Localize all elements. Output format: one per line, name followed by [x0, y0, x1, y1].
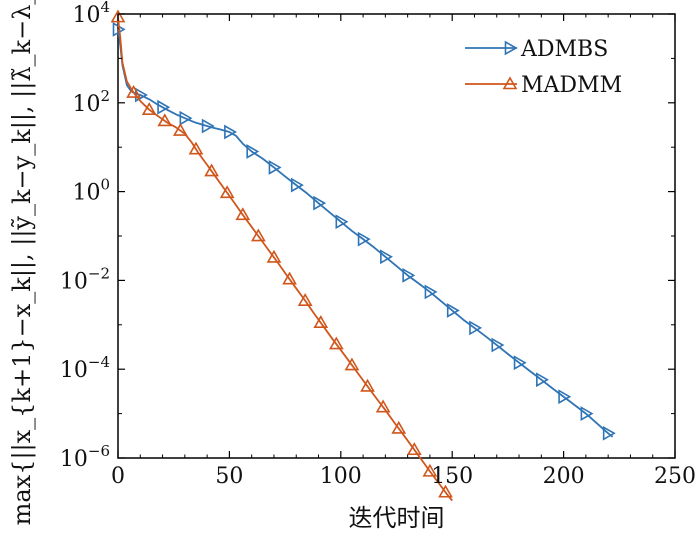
marker-admbs	[580, 406, 594, 421]
x-tick-label: 50	[215, 464, 243, 489]
x-tick-label: 100	[320, 464, 362, 489]
marker-madmm	[391, 420, 407, 434]
marker-admbs	[290, 177, 304, 193]
y-axis-label: max{||x_{k+1}−x_k||, ||ỹ_k−y_k||, ||λ̃_k…	[8, 0, 37, 525]
y-tick-label: 10−4	[60, 353, 110, 383]
legend-label-madmm: MADMM	[521, 73, 622, 98]
x-tick-label: 250	[654, 464, 696, 489]
marker-admbs	[224, 124, 238, 140]
marker-madmm	[235, 207, 251, 221]
marker-admbs	[268, 160, 282, 175]
legend-marker-admbs	[504, 40, 518, 56]
marker-madmm	[188, 141, 204, 155]
marker-admbs	[335, 214, 349, 230]
x-tick-label: 150	[431, 464, 473, 489]
marker-admbs	[201, 118, 215, 134]
x-tick-label: 0	[111, 464, 125, 489]
legend: ADMBS MADMM	[465, 37, 622, 98]
marker-madmm	[157, 113, 173, 127]
marker-madmm	[141, 102, 157, 115]
y-tick-label: 102	[72, 87, 110, 117]
series-line-madmm	[117, 17, 453, 502]
marker-admbs	[536, 372, 549, 388]
marker-madmm	[313, 315, 329, 329]
y-tick-label: 10−2	[60, 264, 110, 294]
x-tick-label: 200	[543, 464, 585, 489]
marker-admbs	[446, 303, 460, 318]
marker-madmm	[406, 442, 422, 456]
axes-layer: 0 50 100 150 200 250 10−6 10−4 10−2 100 102 104	[60, 0, 696, 489]
y-tick-label: 10−6	[60, 442, 110, 472]
y-tick-label: 100	[72, 176, 110, 206]
marker-madmm	[344, 357, 360, 371]
marker-madmm	[422, 463, 438, 477]
marker-admbs	[469, 320, 483, 336]
marker-madmm	[438, 484, 453, 498]
marker-admbs	[558, 389, 572, 405]
marker-admbs	[313, 195, 327, 211]
marker-madmm	[282, 271, 297, 285]
marker-madmm	[110, 9, 126, 23]
marker-madmm	[173, 122, 188, 136]
marker-admbs	[402, 267, 416, 283]
marker-admbs	[157, 99, 171, 115]
marker-admbs	[357, 231, 371, 247]
marker-madmm	[266, 249, 282, 263]
marker-admbs	[246, 144, 260, 159]
y-tick-label: 104	[72, 0, 110, 28]
marker-admbs	[602, 425, 616, 441]
series-layer	[110, 9, 616, 502]
marker-admbs	[179, 110, 193, 126]
marker-admbs	[513, 355, 527, 371]
legend-label-admbs: ADMBS	[520, 37, 608, 62]
marker-admbs	[491, 337, 505, 353]
series-line-admbs	[117, 29, 614, 438]
marker-admbs	[424, 284, 438, 300]
marker-madmm	[219, 185, 235, 199]
legend-marker-madmm	[502, 76, 518, 90]
marker-madmm	[126, 84, 141, 98]
marker-madmm	[250, 228, 266, 242]
marker-madmm	[328, 336, 344, 350]
x-axis-label: 迭代时间	[349, 504, 445, 532]
marker-madmm	[360, 378, 375, 392]
marker-admbs	[380, 249, 393, 265]
marker-madmm	[297, 293, 313, 306]
marker-madmm	[204, 163, 219, 177]
marker-madmm	[375, 399, 391, 413]
